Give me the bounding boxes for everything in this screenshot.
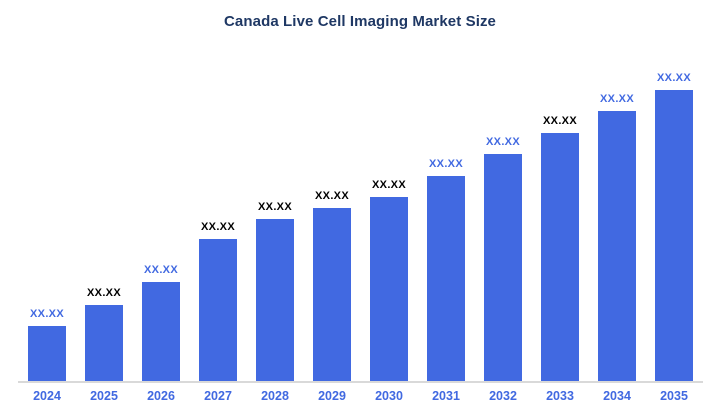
x-tick-label-2034: 2034 [603, 389, 631, 403]
bar-2029 [313, 208, 351, 381]
x-tick-label-2025: 2025 [90, 389, 118, 403]
value-label-2029: XX.XX [315, 190, 349, 202]
bar-2026 [142, 282, 180, 381]
x-tick-label-2026: 2026 [147, 389, 175, 403]
value-label-2025: XX.XX [87, 287, 121, 299]
chart-title: Canada Live Cell Imaging Market Size [223, 13, 497, 30]
x-tick-label-2031: 2031 [432, 389, 460, 403]
x-tick-label-2024: 2024 [33, 389, 61, 403]
value-label-2024: XX.XX [30, 308, 64, 320]
x-tick-label-2032: 2032 [489, 389, 517, 403]
value-label-2027: XX.XX [201, 221, 235, 233]
value-label-2035: XX.XX [657, 72, 691, 84]
x-axis-line [18, 381, 703, 383]
value-label-2026: XX.XX [144, 264, 178, 276]
x-tick-label-2033: 2033 [546, 389, 574, 403]
bar-2035 [655, 90, 693, 381]
value-label-2032: XX.XX [486, 136, 520, 148]
value-label-2028: XX.XX [258, 201, 292, 213]
bar-2025 [85, 305, 123, 381]
x-tick-label-2030: 2030 [375, 389, 403, 403]
value-label-2034: XX.XX [600, 93, 634, 105]
value-label-2031: XX.XX [429, 158, 463, 170]
bar-2032 [484, 154, 522, 381]
bar-2024 [28, 326, 66, 381]
bar-2028 [256, 219, 294, 381]
x-tick-label-2027: 2027 [204, 389, 232, 403]
bar-2027 [199, 239, 237, 381]
bar-2034 [598, 111, 636, 381]
x-tick-label-2035: 2035 [660, 389, 688, 403]
bar-2031 [427, 176, 465, 381]
value-label-2033: XX.XX [543, 115, 577, 127]
value-label-2030: XX.XX [372, 179, 406, 191]
x-tick-label-2029: 2029 [318, 389, 346, 403]
bar-2033 [541, 133, 579, 381]
bar-2030 [370, 197, 408, 381]
x-tick-label-2028: 2028 [261, 389, 289, 403]
